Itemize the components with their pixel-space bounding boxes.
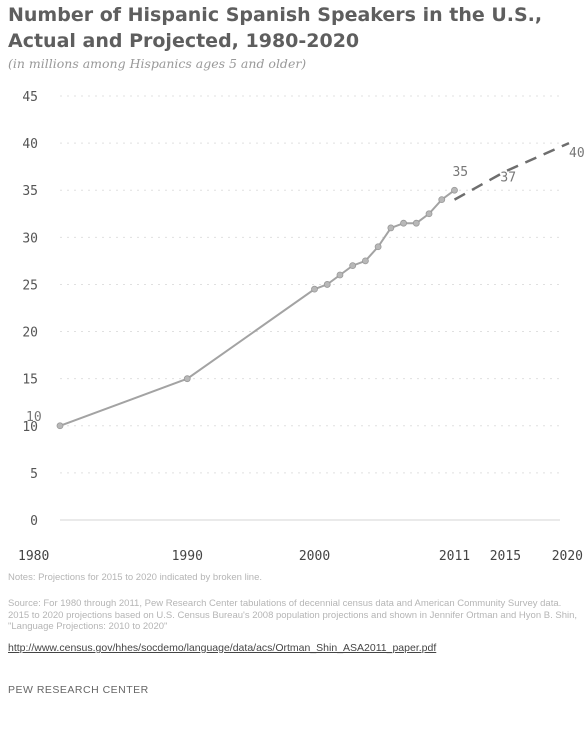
y-tick-label-45: 45 (22, 90, 38, 105)
x-tick-label-1990: 1990 (172, 549, 203, 564)
data-point-2010 (438, 196, 446, 204)
x-tick-label-2020: 2020 (552, 549, 583, 564)
data-point-2003 (349, 262, 357, 270)
x-tick-label-2011: 2011 (439, 549, 470, 564)
data-point-1980 (56, 422, 64, 430)
data-point-2002 (336, 271, 344, 279)
y-tick-label-35: 35 (22, 184, 38, 199)
source-link[interactable]: http://www.census.gov/hhes/socdemo/langu… (8, 642, 437, 654)
x-tick-label-2015: 2015 (490, 549, 521, 564)
data-point-2011 (451, 186, 458, 194)
y-tick-label-5: 5 (30, 467, 38, 482)
x-tick-label-1980: 1980 (18, 549, 49, 564)
data-point-2009 (425, 210, 433, 218)
y-tick-label-30: 30 (22, 231, 38, 246)
y-tick-label-40: 40 (22, 137, 38, 152)
data-label-40: 40 (569, 146, 585, 161)
chart-title: Number of Hispanic Spanish Speakers in t… (8, 4, 543, 52)
line-chart: 0 5 10 15 20 25 30 35 40 45 1980 1990 2000 2011 2015 20… (18, 90, 585, 564)
chart-subtitle: (in millions among Hispanics ages 5 and … (8, 56, 307, 71)
x-tick-label-2000: 2000 (299, 549, 330, 564)
series-line-0 (59, 189, 456, 427)
data-label-37: 37 (500, 170, 516, 185)
chart-notes: Notes: Projections for 2015 to 2020 indi… (8, 572, 263, 583)
data-point-2000 (311, 285, 318, 293)
organization-name: PEW RESEARCH CENTER (8, 684, 149, 696)
data-point-2005 (374, 243, 382, 251)
data-point-1990 (183, 375, 191, 383)
data-point-2007 (400, 219, 407, 227)
chart-source: Source: For 1980 through 2011, Pew Resea… (8, 598, 578, 632)
y-tick-label-15: 15 (22, 373, 38, 388)
data-point-2004 (361, 257, 369, 265)
series-line-1 (453, 141, 570, 201)
y-tick-label-10: 10 (22, 420, 38, 435)
y-tick-label-20: 20 (22, 326, 38, 341)
data-label-35: 35 (452, 165, 468, 180)
data-point-2006 (387, 224, 395, 232)
data-point-2001 (323, 281, 331, 288)
data-point-2008 (412, 219, 420, 227)
y-tick-label-25: 25 (22, 278, 38, 293)
y-tick-label-0: 0 (30, 514, 38, 529)
data-label-10: 10 (26, 410, 42, 425)
